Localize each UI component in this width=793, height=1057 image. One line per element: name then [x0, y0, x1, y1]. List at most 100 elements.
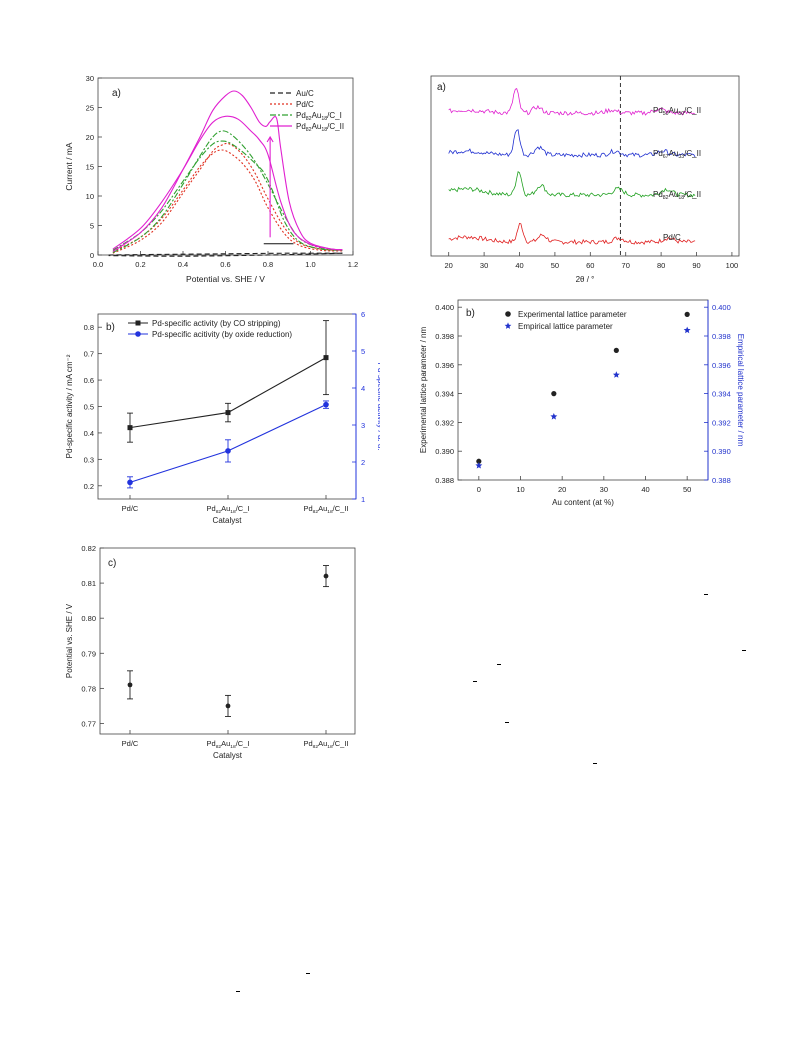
lattice-x-axis-label: Au content (at %)	[552, 498, 614, 507]
cv-series-line	[108, 252, 343, 257]
lattice-point-circle	[476, 458, 482, 464]
xrd-chart-panel: 20 30 40 50 60 70 80 90 100 2θ / ° a) Pd50Au50/C_II…	[425, 70, 743, 288]
activity-x-tick-label-part: 82	[216, 509, 222, 515]
lattice-y2-tick-label: 0.398	[712, 332, 731, 341]
potential-y-tick-label: 0.81	[81, 579, 96, 588]
lattice-x-tick-label: 10	[516, 485, 524, 494]
lattice-point-star	[612, 371, 620, 378]
activity-y2-tick-label: 3	[361, 421, 365, 430]
potential-chart-panel: 0.77 0.78 0.79 0.80 0.81 0.82 Pd/C Pd82Au18/C_I…	[60, 540, 380, 780]
cv-y-tick-label: 30	[86, 74, 94, 83]
activity-y2-tick-label: 2	[361, 458, 365, 467]
lattice-x-tick-label: 20	[558, 485, 566, 494]
xrd-pattern-line	[448, 170, 696, 198]
cv-x-axis-label: Potential vs. SHE / V	[186, 274, 265, 284]
xrd-plot-frame	[430, 75, 740, 257]
activity-x-tick-label-part: Au	[221, 504, 230, 513]
lattice-y2-axis-label: Empirical lattice parameter / nm	[736, 334, 745, 447]
activity-x-tick-label-part: 18	[327, 509, 333, 515]
xrd-x-tick-label: 30	[480, 261, 488, 270]
potential-panel-label: c)	[108, 558, 116, 569]
xrd-series-label-part: 82	[663, 195, 669, 201]
lattice-y-tick-label: 0.398	[435, 332, 454, 341]
xrd-series-label-part: /C_II	[684, 190, 701, 199]
activity-x-tick-label-part: /C_I	[236, 504, 250, 513]
xrd-x-tick-label: 100	[726, 261, 739, 270]
activity-x-tick-label-part: 18	[230, 509, 236, 515]
cv-chart-panel: 0.0 0.2 0.4 0.6 0.8 1.0 1.2 0 5 10 15 20 25 30 Potenti…	[60, 68, 360, 303]
potential-x-tick-label-part: 82	[216, 744, 222, 750]
activity-y2-tick-label: 1	[361, 495, 365, 504]
cv-y-tick-label: 20	[86, 133, 94, 142]
lattice-panel-label: b)	[466, 308, 475, 319]
xrd-series-label-part: Pd	[653, 190, 663, 199]
lattice-chart: 0 10 20 30 40 50 0.388 0.390 0.392 0.394 0.396 0.39…	[419, 299, 745, 507]
stray-dash-mark	[742, 650, 746, 651]
cv-legend-label-part: 82	[306, 116, 312, 122]
cv-legend-label-part: 18	[321, 127, 327, 133]
lattice-y2-tick-label: 0.388	[712, 476, 731, 485]
activity-x-tick-label-part: 82	[313, 509, 319, 515]
potential-x-tick-label-part: Au	[221, 739, 230, 748]
lattice-point-star	[504, 322, 512, 329]
activity-y-tick-label: 0.5	[84, 403, 94, 412]
lattice-point-star	[683, 326, 691, 334]
potential-plot-frame	[99, 547, 356, 735]
activity-chart-panel: 0.2 0.3 0.4 0.5 0.6 0.7 0.8 1 2 3 4 5 6 Pd/C Pd82Au18/…	[60, 300, 385, 540]
activity-legend-marker	[135, 331, 141, 337]
potential-x-tick-label-part: 18	[230, 744, 236, 750]
lattice-chart-panel: 0 10 20 30 40 50 0.388 0.390 0.392 0.394 0.396 0.39…	[418, 292, 750, 530]
xrd-series-label-part: 67	[663, 154, 669, 160]
lattice-legend-marker	[505, 311, 511, 317]
xrd-series-label-part: Au	[669, 190, 679, 199]
cv-legend-label: Pd82Au18/C_II	[296, 122, 344, 133]
lattice-legend-label: Empirical lattice parameter	[518, 322, 613, 331]
cv-series-line	[112, 142, 343, 254]
cv-legend-label-part: 82	[306, 127, 312, 133]
xrd-pattern-line	[448, 129, 696, 158]
potential-x-tick-label: Pd82Au18/C_I	[207, 739, 250, 750]
lattice-y-tick-label: 0.400	[435, 303, 454, 312]
xrd-series-label-part: 18	[678, 195, 684, 201]
activity-y2-tick-label: 6	[361, 310, 365, 319]
potential-y-axis-label: Potential vs. SHE / V	[65, 603, 74, 678]
xrd-x-tick-label: 60	[586, 261, 594, 270]
stray-dash-mark	[505, 722, 509, 723]
activity-x-tick-label: Pd82Au18/C_I	[207, 504, 250, 515]
activity-y2-axis-label: Pd-specific activity / a. u.	[376, 362, 380, 450]
lattice-x-tick-label: 50	[683, 485, 691, 494]
xrd-series-label: Pd50Au50/C_II	[653, 106, 701, 117]
cv-legend-label: Pd/C	[296, 100, 314, 109]
cv-panel-label: a)	[112, 88, 121, 99]
potential-y-tick-label: 0.80	[81, 614, 96, 623]
xrd-x-tick-label: 70	[622, 261, 630, 270]
activity-point	[225, 410, 231, 416]
potential-x-tick-label-part: Pd	[303, 739, 312, 748]
cv-x-tick-label: 0.8	[263, 260, 273, 269]
activity-point	[323, 355, 329, 361]
potential-point	[225, 703, 231, 709]
xrd-series-label-part: /C_II	[684, 106, 701, 115]
activity-x-tick-label-part: Au	[318, 504, 327, 513]
cv-x-tick-label: 0.2	[135, 260, 145, 269]
cv-x-tick-label: 0.6	[220, 260, 230, 269]
cv-series-line	[112, 115, 343, 251]
lattice-y2-tick-label: 0.394	[712, 390, 731, 399]
activity-x-axis-label: Catalyst	[213, 516, 243, 525]
xrd-series-label-part: Au	[669, 106, 679, 115]
xrd-x-tick-label: 90	[692, 261, 700, 270]
stray-dash-mark	[593, 763, 597, 764]
lattice-y2-tick-label: 0.400	[712, 303, 731, 312]
activity-point	[225, 448, 231, 454]
potential-y-tick-label: 0.77	[81, 719, 96, 728]
cv-legend-label-part: /C_II	[327, 122, 344, 131]
lattice-point-circle	[684, 311, 690, 317]
cv-legend-label: Pd82Au18/C_I	[296, 111, 342, 122]
lattice-point-star	[475, 462, 483, 469]
activity-x-tick-label-part: /C_II	[333, 504, 349, 513]
xrd-x-tick-label: 20	[445, 261, 453, 270]
cv-legend-label-part: Pd	[296, 122, 306, 131]
activity-y2-tick-label: 5	[361, 347, 365, 356]
potential-y-tick-label: 0.78	[81, 684, 96, 693]
